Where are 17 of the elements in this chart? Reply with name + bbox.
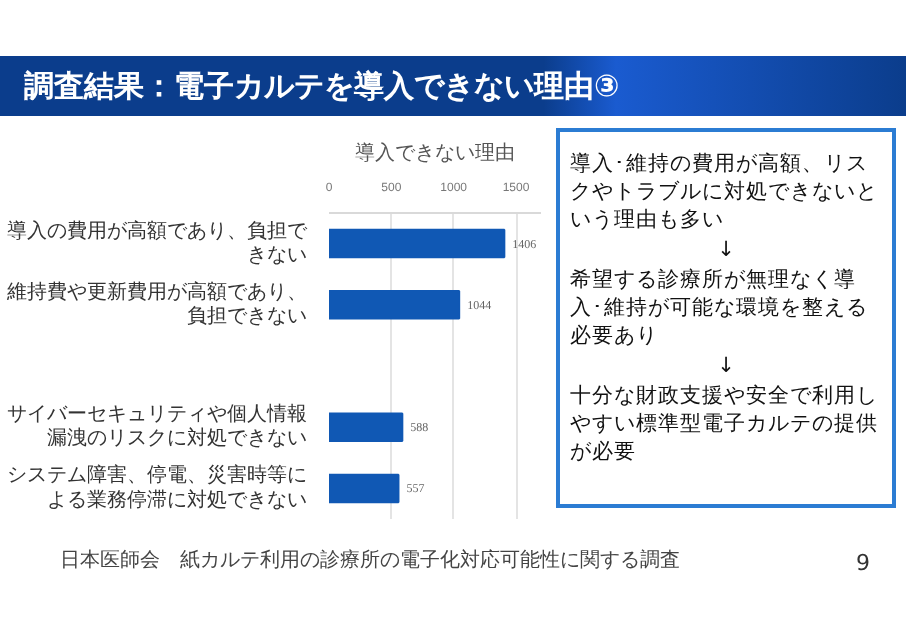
chart-title: 調査結果：電子カルテを導入できない理由③	[24, 66, 620, 108]
text: 希望する診療所が無理なく導入･維持が可能な環境を整える必要あり	[570, 266, 870, 350]
y-tick-label: 維持費や更新費用が高額であり、負担できない	[5, 279, 307, 328]
bar	[329, 228, 506, 259]
y-tick-label: 導入の費用が高額であり、負担できない	[7, 218, 309, 267]
bar	[329, 412, 404, 442]
bar	[329, 290, 461, 320]
text: 十分な財政支援や安全で利用しやすい標準型電子カルテの提供が必要	[570, 382, 880, 466]
text: 導入･維持の費用が高額、リスクやトラブルに対処できないという理由も多い	[570, 150, 880, 234]
text: 9	[856, 548, 870, 580]
y-tick-label: サイバーセキュリティや個人情報漏洩のリスクに対処できない	[7, 402, 307, 451]
y-tick-label: システム障害、停電、災害時等による業務停滞に対処できない	[7, 463, 307, 512]
chart-subtitle: 導入できない理由	[355, 141, 515, 165]
text: ↓	[715, 352, 737, 380]
bar	[329, 473, 400, 504]
text: 日本医師会 紙カルテ利用の診療所の電子化対応可能性に関する調査	[60, 548, 680, 576]
text: ↓	[715, 236, 737, 264]
